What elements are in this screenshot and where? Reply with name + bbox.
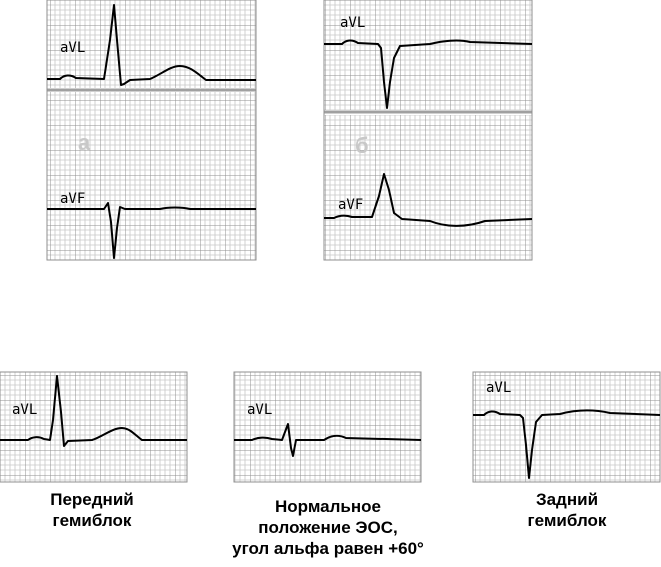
top-panel-a-letter: а [78, 130, 91, 155]
top-panel-b-avf-trace [324, 173, 533, 227]
caption-normal-axis: Нормальное положение ЭОС, угол альфа рав… [200, 496, 456, 559]
caption-normal-line1: Нормальное [275, 497, 381, 516]
top-panel-a-border [46, 0, 257, 261]
bottom-panel-anterior: aVL [0, 371, 188, 483]
top-panel-b: aVL aVF б [323, 0, 533, 261]
bottom-panel-anterior-border [0, 371, 188, 483]
top-panel-a-avf-label: aVF [60, 191, 85, 207]
bottom-panel-posterior-border [472, 371, 661, 483]
caption-posterior-hemiblock: Задний гемиблок [490, 489, 644, 531]
top-panel-a-lower-grid [47, 92, 256, 260]
top-panel-b-avl-label: aVL [340, 15, 365, 31]
bottom-panel-posterior-avl-trace [473, 409, 661, 479]
top-panel-b-lower-grid [324, 115, 532, 260]
bottom-panel-normal-avl-trace [234, 423, 422, 457]
bottom-panel-posterior-grid [473, 372, 660, 482]
top-panel-b-letter: б [355, 133, 369, 158]
caption-normal-line3: угол альфа равен +60° [232, 539, 424, 558]
caption-posterior-line1: Задний [535, 490, 599, 509]
bottom-panel-normal-avl-label: aVL [247, 402, 272, 418]
top-panel-a: aVL aVF а [46, 0, 257, 261]
bottom-panel-posterior: aVL [472, 371, 661, 483]
top-panel-b-upper-grid [324, 0, 532, 110]
caption-posterior-line2: гемиблок [527, 511, 607, 530]
bottom-panel-anterior-avl-trace [0, 375, 187, 447]
bottom-panel-normal: aVL [233, 371, 422, 483]
bottom-panel-normal-border [233, 371, 422, 483]
top-panel-a-avf-trace [47, 202, 256, 259]
caption-anterior-line1: Передний [50, 490, 134, 509]
top-panel-a-avl-trace [47, 4, 256, 86]
bottom-panel-posterior-avl-label: aVL [486, 380, 511, 396]
caption-anterior-hemiblock: Передний гемиблок [12, 489, 172, 531]
bottom-panel-anterior-avl-label: aVL [12, 402, 37, 418]
top-panel-b-avl-trace [324, 39, 533, 109]
top-panel-a-upper-grid [47, 0, 256, 88]
bottom-panel-anterior-grid [0, 372, 187, 482]
bottom-panel-normal-grid [234, 372, 421, 482]
caption-normal-line2: положение ЭОС, [258, 518, 398, 537]
top-panel-b-avf-label: aVF [338, 197, 363, 213]
top-panel-b-border [323, 0, 533, 261]
caption-anterior-line2: гемиблок [52, 511, 132, 530]
top-panel-a-avl-label: aVL [60, 40, 85, 56]
